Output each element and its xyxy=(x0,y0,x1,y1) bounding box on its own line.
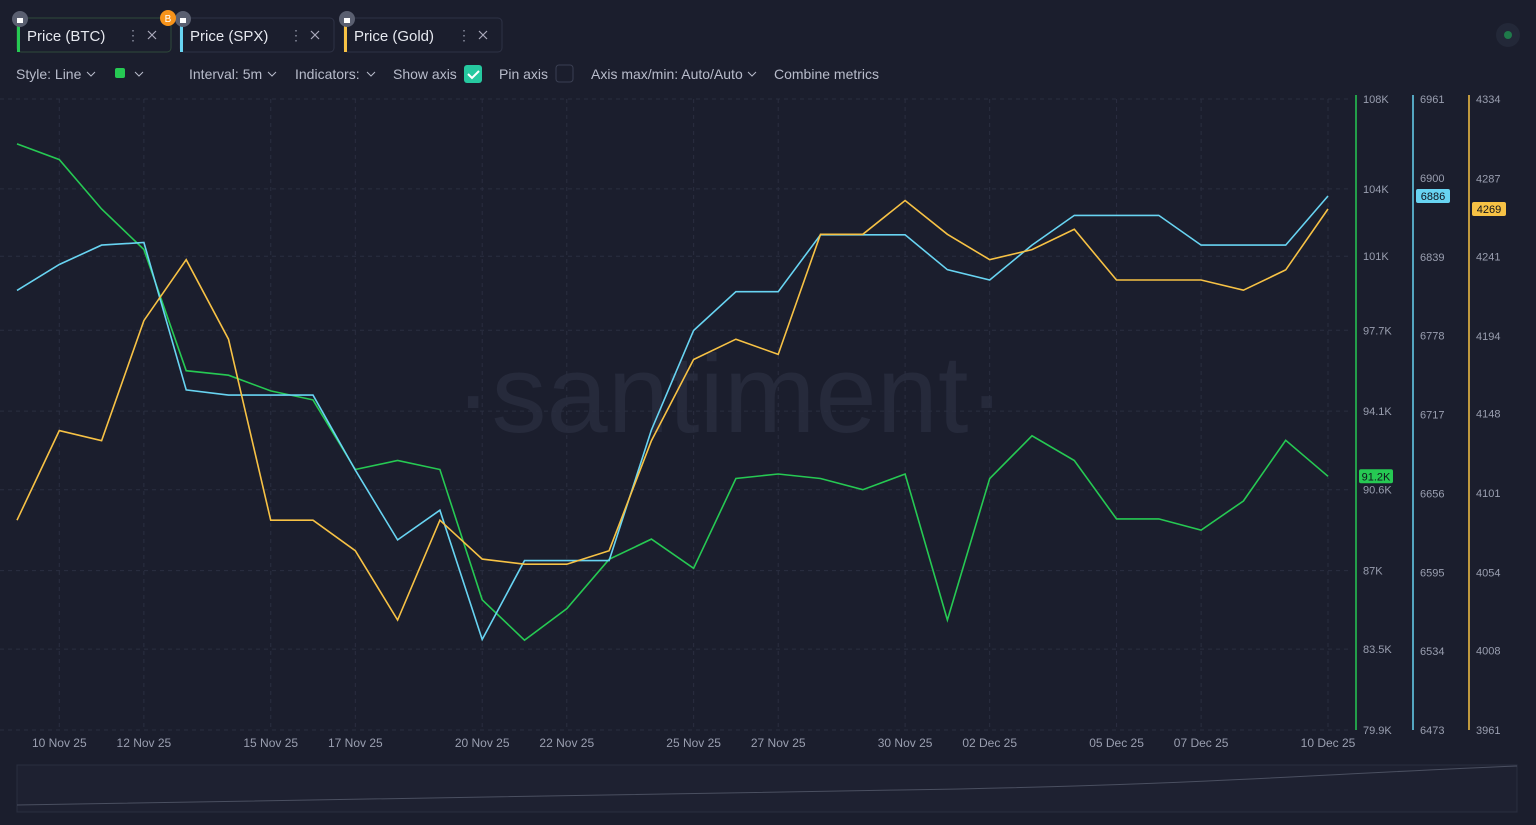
x-tick-label: 25 Nov 25 xyxy=(666,736,721,750)
last-value-badge xyxy=(1416,188,1450,203)
tab-menu: ⋮ xyxy=(457,27,471,43)
tab-color xyxy=(17,22,20,52)
y-tick-label: 6778 xyxy=(1420,331,1444,343)
y-tick-label: 4148 xyxy=(1476,409,1500,421)
series-line xyxy=(16,195,1329,642)
tab-menu: ⋮ xyxy=(289,27,303,43)
tab-close xyxy=(310,30,320,40)
last-value-label: 6886 xyxy=(1421,191,1445,203)
y-tick-label: 4241 xyxy=(1476,251,1500,263)
legend-label: Price (SPX) xyxy=(190,28,268,45)
x-tick-label: 30 Nov 25 xyxy=(878,736,933,750)
series-line xyxy=(16,143,1329,642)
y-tick-label: 3961 xyxy=(1476,725,1500,737)
y-tick-label: 4008 xyxy=(1476,645,1500,657)
y-tick-label: 101K xyxy=(1363,251,1389,263)
tab-color xyxy=(180,22,183,52)
toolbar: Style: Line Interval: 5m Indicators: Sho… xyxy=(16,64,879,83)
y-tick-label: 6839 xyxy=(1420,252,1444,264)
last-value-badge xyxy=(1472,201,1506,216)
x-tick-label: 10 Nov 25 xyxy=(32,736,87,750)
btc-icon xyxy=(160,10,176,26)
last-value-label: 91.2K xyxy=(1362,471,1391,483)
lock-body xyxy=(17,18,23,23)
pin-axis-checkbox[interactable] xyxy=(555,64,574,83)
chevron xyxy=(747,71,757,77)
interval-select[interactable]: Interval: 5m xyxy=(189,66,262,82)
x-tick-label: 17 Nov 25 xyxy=(328,736,383,750)
color-select[interactable] xyxy=(115,68,125,78)
navigator-line xyxy=(16,765,1518,806)
y-tick-label: 4101 xyxy=(1476,488,1500,500)
y-tick-label: 4054 xyxy=(1476,568,1500,580)
tab-close xyxy=(478,30,488,40)
tab-close xyxy=(147,30,157,40)
show-axis-checkbox[interactable] xyxy=(464,65,482,83)
y-tick-label: 87K xyxy=(1363,566,1383,578)
legend-label: Price (Gold) xyxy=(354,28,434,45)
x-tick-label: 02 Dec 25 xyxy=(962,736,1017,750)
x-tick-label: 05 Dec 25 xyxy=(1089,736,1144,750)
x-tick-label: 07 Dec 25 xyxy=(1174,736,1229,750)
y-tick-label: 94.1K xyxy=(1363,406,1392,418)
y-tick-label: 83.5K xyxy=(1363,644,1392,656)
y-tick-label: 90.6K xyxy=(1363,485,1392,497)
tab-color xyxy=(344,22,347,52)
last-value-label: 4269 xyxy=(1477,204,1501,216)
chevron xyxy=(134,71,144,77)
lock-body xyxy=(344,18,350,23)
indicators-select[interactable]: Indicators: xyxy=(295,66,360,82)
chevron xyxy=(267,71,277,77)
chevron xyxy=(366,71,376,77)
y-tick-label: 6473 xyxy=(1420,725,1444,737)
y-tick-label: 6656 xyxy=(1420,488,1444,500)
navigator[interactable] xyxy=(16,764,1518,813)
show-axis[interactable]: Show axis xyxy=(393,66,457,82)
series-line xyxy=(16,199,1329,622)
combine-metrics[interactable]: Combine metrics xyxy=(774,66,879,82)
y-tick-label: 6595 xyxy=(1420,567,1444,579)
legend-label: Price (BTC) xyxy=(27,28,105,45)
x-tick-label: 15 Nov 25 xyxy=(243,736,298,750)
style-select[interactable]: Style: Line xyxy=(16,66,82,82)
watermark: ·santiment· xyxy=(455,333,1005,456)
y-tick-label: 6961 xyxy=(1420,94,1444,106)
x-tick-label: 20 Nov 25 xyxy=(455,736,510,750)
axis-minmax[interactable]: Axis max/min: Auto/Auto xyxy=(591,66,743,82)
y-tick-label: 4194 xyxy=(1476,331,1500,343)
y-tick-label: 104K xyxy=(1363,184,1389,196)
y-tick-label: 6534 xyxy=(1420,646,1444,658)
tab-menu: ⋮ xyxy=(126,27,140,43)
y-tick-label: 4334 xyxy=(1476,94,1500,106)
y-tick-label: 79.9K xyxy=(1363,725,1392,737)
y-tick-label: 4287 xyxy=(1476,174,1500,186)
last-value-badge xyxy=(1359,469,1393,484)
x-tick-label: 22 Nov 25 xyxy=(539,736,594,750)
lock-body xyxy=(180,18,186,23)
status-dot xyxy=(1504,31,1512,39)
check xyxy=(467,70,480,80)
chevron xyxy=(86,71,96,77)
x-tick-label: 12 Nov 25 xyxy=(117,736,172,750)
btc-icon-label: B xyxy=(165,14,172,25)
pin-axis[interactable]: Pin axis xyxy=(499,66,548,82)
y-tick-label: 108K xyxy=(1363,94,1389,106)
x-tick-label: 27 Nov 25 xyxy=(751,736,806,750)
y-tick-label: 6900 xyxy=(1420,173,1444,185)
y-tick-label: 97.7K xyxy=(1363,325,1392,337)
y-tick-label: 6717 xyxy=(1420,410,1444,422)
x-tick-label: 10 Dec 25 xyxy=(1301,736,1356,750)
